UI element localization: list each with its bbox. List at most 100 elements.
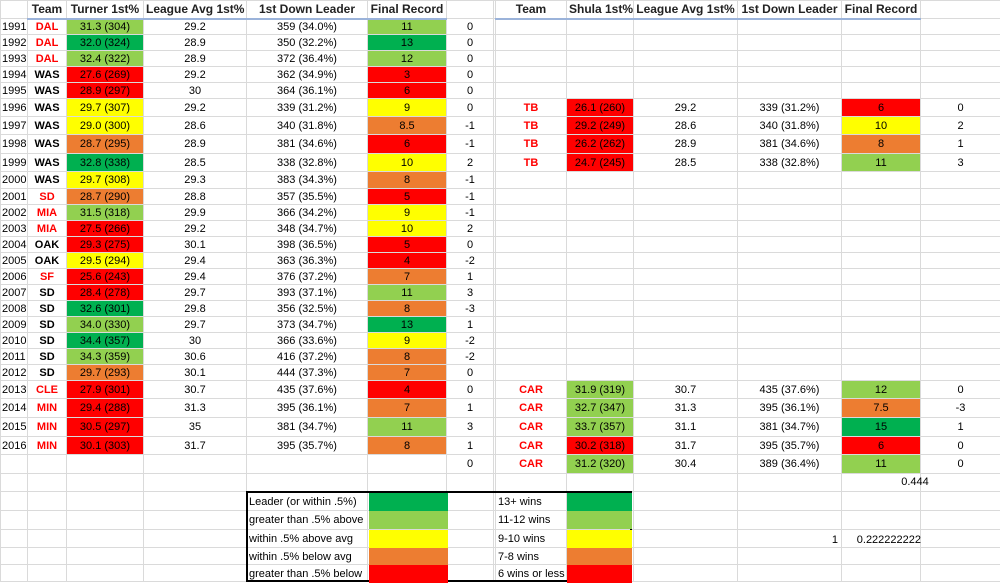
empty-cell[interactable] <box>495 316 567 333</box>
empty-cell[interactable] <box>495 220 567 237</box>
year-cell[interactable]: 2014 <box>0 398 28 418</box>
diff-cell[interactable]: -2 <box>446 252 494 269</box>
empty-cell[interactable] <box>841 34 921 51</box>
empty-cell[interactable] <box>920 66 1000 83</box>
diff-cell[interactable]: 1 <box>446 268 494 285</box>
empty-cell[interactable] <box>566 300 634 317</box>
empty-cell[interactable] <box>633 236 738 253</box>
empty-cell[interactable] <box>920 529 1000 548</box>
shula-pct-cell[interactable]: 31.9 (319) <box>566 380 634 399</box>
left-header-cell[interactable]: Turner 1st% <box>66 0 144 20</box>
record-cell[interactable]: 4 <box>367 252 447 269</box>
turner-pct-cell[interactable]: 30.5 (297) <box>66 417 144 437</box>
turner-pct-cell[interactable]: 27.5 (266) <box>66 220 144 237</box>
leader-cell[interactable]: 338 (32.8%) <box>246 153 368 172</box>
team-cell[interactable]: WAS <box>27 134 67 154</box>
league-avg-cell[interactable]: 30.4 <box>633 454 738 474</box>
league-avg-cell[interactable]: 30.7 <box>633 380 738 399</box>
year-cell[interactable]: 1999 <box>0 153 28 172</box>
team-cell[interactable]: TB <box>495 134 567 154</box>
record-cell[interactable]: 6 <box>367 82 447 99</box>
leader-cell[interactable]: 381 (34.6%) <box>246 134 368 154</box>
record-cell[interactable]: 11 <box>841 153 921 172</box>
diff-cell[interactable]: 0 <box>920 454 1000 474</box>
empty-cell[interactable] <box>737 171 842 189</box>
year-cell[interactable]: 2016 <box>0 436 28 455</box>
empty-cell[interactable] <box>633 529 738 548</box>
turner-pct-cell[interactable]: 32.6 (301) <box>66 300 144 317</box>
league-avg-cell[interactable]: 30 <box>143 82 247 99</box>
turner-pct-cell[interactable]: 31.5 (318) <box>66 204 144 221</box>
empty-cell[interactable] <box>566 82 634 99</box>
empty-cell[interactable] <box>66 510 144 530</box>
empty-cell[interactable] <box>920 268 1000 285</box>
year-cell[interactable]: 1991 <box>0 18 28 35</box>
turner-pct-cell[interactable]: 28.7 (295) <box>66 134 144 154</box>
turner-pct-cell[interactable]: 28.9 (297) <box>66 82 144 99</box>
team-cell[interactable]: MIN <box>27 436 67 455</box>
empty-cell[interactable] <box>920 510 1000 530</box>
diff-cell[interactable]: 0 <box>446 454 494 474</box>
leader-cell[interactable]: 364 (36.1%) <box>246 82 368 99</box>
empty-cell[interactable] <box>737 547 842 565</box>
diff-cell[interactable]: -1 <box>446 188 494 205</box>
record-cell[interactable]: 8 <box>367 300 447 317</box>
empty-cell[interactable] <box>495 34 567 51</box>
year-cell[interactable]: 2010 <box>0 332 28 349</box>
empty-cell[interactable] <box>367 473 447 492</box>
team-cell[interactable]: CAR <box>495 454 567 474</box>
year-cell[interactable]: 2009 <box>0 316 28 333</box>
record-cell[interactable]: 11 <box>367 417 447 437</box>
empty-cell[interactable] <box>566 332 634 349</box>
empty-cell[interactable] <box>566 473 634 492</box>
team-cell[interactable]: OAK <box>27 236 67 253</box>
empty-cell[interactable] <box>737 236 842 253</box>
team-cell[interactable]: CAR <box>495 398 567 418</box>
empty-cell[interactable] <box>27 491 67 511</box>
record-cell[interactable]: 10 <box>841 116 921 135</box>
empty-cell[interactable] <box>66 547 144 565</box>
turner-pct-cell[interactable]: 34.3 (359) <box>66 348 144 365</box>
leader-cell[interactable]: 366 (34.2%) <box>246 204 368 221</box>
empty-cell[interactable] <box>920 348 1000 365</box>
empty-cell[interactable] <box>633 171 738 189</box>
leader-cell[interactable]: 340 (31.8%) <box>737 116 842 135</box>
year-cell[interactable]: 1994 <box>0 66 28 83</box>
diff-cell[interactable]: 1 <box>446 436 494 455</box>
leader-cell[interactable]: 435 (37.6%) <box>246 380 368 399</box>
empty-cell[interactable] <box>143 491 247 511</box>
empty-cell[interactable] <box>633 204 738 221</box>
empty-cell[interactable] <box>27 529 67 548</box>
diff-cell[interactable]: -2 <box>446 332 494 349</box>
empty-cell[interactable] <box>920 564 1000 582</box>
empty-cell[interactable] <box>495 252 567 269</box>
record-cell[interactable]: 9 <box>367 98 447 117</box>
diff-cell[interactable]: -1 <box>446 171 494 189</box>
team-cell[interactable]: SD <box>27 284 67 301</box>
left-header-cell[interactable] <box>0 0 28 19</box>
turner-pct-cell[interactable]: 32.4 (322) <box>66 50 144 67</box>
empty-cell[interactable] <box>737 316 842 333</box>
diff-cell[interactable]: 1 <box>920 134 1000 154</box>
empty-cell[interactable] <box>566 18 634 35</box>
empty-cell[interactable] <box>143 529 247 548</box>
league-avg-cell[interactable]: 31.1 <box>633 417 738 437</box>
empty-cell[interactable] <box>495 236 567 253</box>
empty-cell[interactable] <box>27 547 67 565</box>
year-cell[interactable]: 2006 <box>0 268 28 285</box>
team-cell[interactable]: SD <box>27 332 67 349</box>
empty-cell[interactable] <box>143 473 247 492</box>
record-cell[interactable]: 11 <box>367 284 447 301</box>
shula-pct-cell[interactable]: 24.7 (245) <box>566 153 634 172</box>
turner-pct-cell[interactable] <box>66 454 144 474</box>
team-cell[interactable]: DAL <box>27 34 67 51</box>
league-avg-cell[interactable]: 29.4 <box>143 268 247 285</box>
year-cell[interactable]: 1995 <box>0 82 28 99</box>
turner-pct-cell[interactable]: 29.4 (288) <box>66 398 144 418</box>
leader-cell[interactable]: 381 (34.7%) <box>246 417 368 437</box>
team-cell[interactable]: SD <box>27 316 67 333</box>
diff-cell[interactable]: -1 <box>446 204 494 221</box>
left-header-cell[interactable]: Team <box>27 0 67 20</box>
league-avg-cell[interactable]: 29.3 <box>143 171 247 189</box>
leader-cell[interactable]: 395 (36.1%) <box>737 398 842 418</box>
